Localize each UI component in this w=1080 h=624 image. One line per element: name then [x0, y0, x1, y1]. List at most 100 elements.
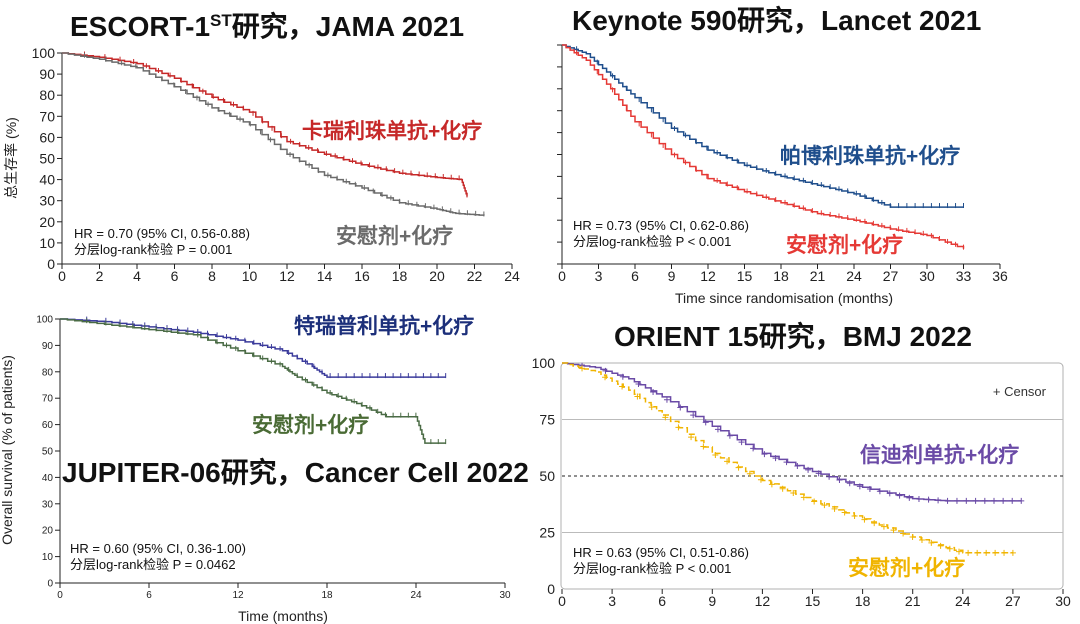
panel-keynote: Keynote 590研究，Lancet 2021 0 3 6 9 12 15 18 21 24… [557, 4, 1008, 306]
x-tick-label: 12 [755, 593, 771, 609]
x-tick-label: 9 [708, 593, 716, 609]
censor-marks-0 [84, 51, 468, 198]
y-tick-label: 75 [539, 412, 555, 428]
legend-censor: + Censor [993, 384, 1047, 399]
y-tick-label: 50 [42, 447, 54, 458]
censor-marks-1 [579, 365, 1016, 556]
x-tick-label: 6 [631, 268, 639, 284]
x-tick-label: 21 [905, 593, 921, 609]
y-tick-label: 40 [42, 473, 54, 484]
censor-marks-0 [86, 316, 447, 379]
series-label-camrelizumab: 卡瑞利珠单抗+化疗 [302, 119, 482, 143]
x-tick-label: 24 [955, 593, 971, 609]
y-tick-label: 30 [39, 193, 55, 209]
x-tick-label: 16 [354, 268, 370, 284]
censor-marks-0 [579, 362, 1025, 504]
x-tick-label: 6 [171, 268, 179, 284]
censor-marks-1 [84, 52, 485, 217]
y-tick-label: 20 [39, 214, 55, 230]
series-line-1 [562, 362, 1013, 554]
panel-escort: ESCORT-1ST研究，JAMA 2021 01020304050607080… [3, 10, 520, 284]
y-tick-label: 0 [47, 579, 53, 590]
series-label-sintilimab: 信迪利单抗+化疗 [860, 443, 1019, 467]
x-tick-label: 18 [855, 593, 871, 609]
x-tick-label: 3 [608, 593, 616, 609]
y-tick-label: 10 [42, 552, 54, 563]
x-tick-label: 18 [773, 268, 789, 284]
x-tick-label: 0 [58, 268, 66, 284]
x-tick-label: 27 [1005, 593, 1021, 609]
x-tick-label: 4 [133, 268, 141, 284]
x-tick-label: 36 [992, 268, 1008, 284]
y-tick-label: 30 [42, 499, 54, 510]
x-tick-label: 20 [429, 268, 445, 284]
annotation-hr: HR = 0.70 (95% CI, 0.56-0.88) [74, 226, 250, 241]
series-label-toripalimab: 特瑞普利单抗+化疗 [294, 314, 474, 338]
y-tick-label: 70 [39, 108, 55, 124]
x-tick-label: 33 [956, 268, 972, 284]
y-tick-label: 50 [539, 468, 555, 484]
series-line-1 [62, 52, 485, 216]
x-tick-label: 12 [700, 268, 716, 284]
annotation-hr: HR = 0.73 (95% CI, 0.62-0.86) [573, 218, 749, 233]
x-axis-label: Time since randomisation (months) [675, 290, 893, 306]
series-label-placebo: 安慰剂+化疗 [786, 233, 903, 257]
y-tick-label: 100 [36, 315, 53, 326]
x-tick-label: 24 [846, 268, 862, 284]
x-tick-label: 0 [558, 268, 566, 284]
x-tick-label: 8 [208, 268, 216, 284]
x-tick-label: 6 [658, 593, 666, 609]
annotation-p: 分层log-rank检验 P = 0.0462 [70, 557, 236, 572]
x-tick-label: 12 [279, 268, 295, 284]
x-tick-label: 14 [317, 268, 333, 284]
y-tick-label: 70 [42, 394, 54, 405]
x-axis-label: Time (months) [238, 608, 328, 624]
y-tick-label: 10 [39, 235, 55, 251]
x-tick-label: 22 [467, 268, 483, 284]
x-tick-label: 3 [595, 268, 603, 284]
x-tick-label: 12 [232, 590, 244, 601]
series-line-0 [62, 52, 468, 197]
y-tick-label: 25 [539, 525, 555, 541]
series-label-pembrolizumab: 帕博利珠单抗+化疗 [780, 144, 960, 168]
censor-marks-0 [576, 46, 964, 209]
x-tick-label: 15 [737, 268, 753, 284]
series-line-0 [562, 44, 964, 208]
x-tick-label: 27 [883, 268, 899, 284]
x-tick-label: 15 [805, 593, 821, 609]
y-tick-label: 50 [39, 151, 55, 167]
censor-marks-1 [86, 318, 447, 445]
series-line-1 [60, 318, 446, 444]
series-label-placebo: 安慰剂+化疗 [848, 556, 965, 580]
series-label-placebo: 安慰剂+化疗 [336, 224, 453, 248]
y-tick-label: 90 [42, 341, 54, 352]
x-tick-label: 9 [668, 268, 676, 284]
x-tick-label: 0 [57, 590, 63, 601]
x-tick-label: 21 [810, 268, 826, 284]
x-tick-label: 18 [392, 268, 408, 284]
y-tick-label: 0 [47, 256, 55, 272]
x-tick-label: 6 [146, 590, 152, 601]
annotation-p: 分层log-rank检验 P < 0.001 [573, 234, 731, 249]
y-tick-label: 60 [39, 129, 55, 145]
x-tick-label: 0 [558, 593, 566, 609]
y-axis-label: Overall survival (% of patients) [0, 355, 15, 545]
x-tick-label: 30 [1055, 593, 1071, 609]
y-tick-label: 100 [532, 355, 556, 371]
annotation-p: 分层log-rank检验 P < 0.001 [573, 561, 731, 576]
y-tick-label: 60 [42, 420, 54, 431]
y-axis-label: 总生存率 (%) [3, 117, 19, 199]
x-tick-label: 2 [96, 268, 104, 284]
annotation-p: 分层log-rank检验 P = 0.001 [74, 242, 232, 257]
series-label-placebo: 安慰剂+化疗 [252, 413, 369, 437]
panel-orient: ORIENT 15研究，BMJ 2022 0 25 50 75 100 0 3 6 9 12 15 1… [532, 320, 1071, 609]
x-tick-label: 18 [321, 590, 333, 601]
y-tick-label: 0 [547, 581, 555, 597]
x-tick-label: 10 [242, 268, 258, 284]
panel-jupiter: 0 10 20 30 40 50 60 70 80 90 100 0 6 12 18 24 30 Overall… [0, 314, 529, 624]
chart-title-jupiter: JUPITER-06研究，Cancer Cell 2022 [62, 456, 529, 488]
censor-marks-1 [576, 50, 964, 250]
x-tick-label: 30 [499, 590, 511, 601]
x-tick-label: 30 [919, 268, 935, 284]
